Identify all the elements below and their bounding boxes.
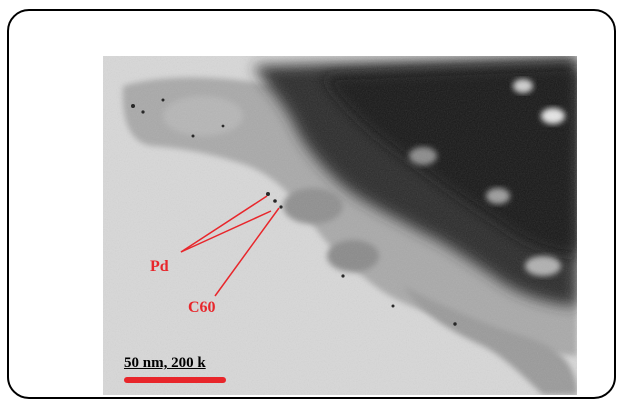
micrograph-graphic [103, 56, 577, 395]
annotation-label-pd: Pd [150, 258, 169, 275]
scale-bar [124, 377, 226, 383]
pd-leader-line-1 [180, 195, 268, 253]
figure-frame: Pd C60 50 nm, 200 k [7, 9, 616, 399]
c60-leader-line [214, 207, 280, 297]
annotation-leaders [180, 195, 280, 297]
scale-bar-label: 50 nm, 200 k [124, 355, 206, 371]
pd-leader-line-2 [180, 210, 272, 253]
tem-micrograph: Pd C60 50 nm, 200 k [103, 56, 577, 395]
annotation-label-c60: C60 [188, 299, 216, 316]
